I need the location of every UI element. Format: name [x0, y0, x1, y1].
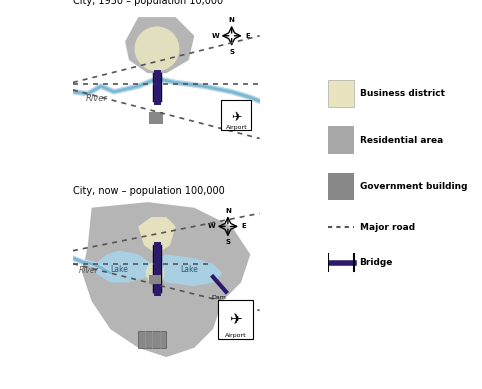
- Polygon shape: [125, 17, 194, 73]
- Text: Dam: Dam: [211, 296, 226, 300]
- Bar: [328, 173, 354, 200]
- Text: Lake: Lake: [180, 265, 198, 274]
- Circle shape: [134, 26, 179, 71]
- FancyBboxPatch shape: [218, 300, 253, 339]
- Ellipse shape: [146, 262, 164, 284]
- Text: Government building: Government building: [360, 182, 467, 191]
- Text: Airport: Airport: [226, 125, 247, 130]
- Text: E: E: [241, 223, 246, 230]
- Bar: [138, 331, 166, 348]
- Text: S: S: [229, 49, 234, 55]
- Text: River: River: [79, 266, 98, 275]
- Text: S: S: [226, 239, 230, 245]
- Polygon shape: [138, 217, 175, 254]
- Text: Business district: Business district: [360, 89, 444, 98]
- Text: N: N: [225, 207, 231, 214]
- FancyBboxPatch shape: [221, 100, 251, 130]
- Text: Residential area: Residential area: [360, 135, 443, 145]
- Text: N: N: [228, 17, 235, 23]
- Text: W: W: [212, 33, 220, 39]
- Text: Lake: Lake: [111, 265, 129, 274]
- Text: Airport: Airport: [225, 333, 246, 338]
- Text: E: E: [245, 33, 250, 39]
- Text: ✈: ✈: [231, 111, 241, 124]
- Text: City, 1950 – population 10,000: City, 1950 – population 10,000: [73, 0, 223, 5]
- Polygon shape: [82, 202, 250, 357]
- Polygon shape: [157, 254, 222, 286]
- Text: Major road: Major road: [360, 223, 415, 232]
- Bar: [328, 126, 354, 154]
- Bar: [328, 80, 354, 107]
- Text: ✈: ✈: [229, 312, 242, 327]
- Text: Bridge: Bridge: [360, 258, 393, 267]
- Bar: [149, 112, 162, 124]
- Text: River: River: [86, 94, 108, 103]
- Text: City, now – population 100,000: City, now – population 100,000: [73, 186, 225, 196]
- Text: W: W: [208, 223, 216, 230]
- Bar: [149, 275, 161, 284]
- Polygon shape: [95, 251, 151, 282]
